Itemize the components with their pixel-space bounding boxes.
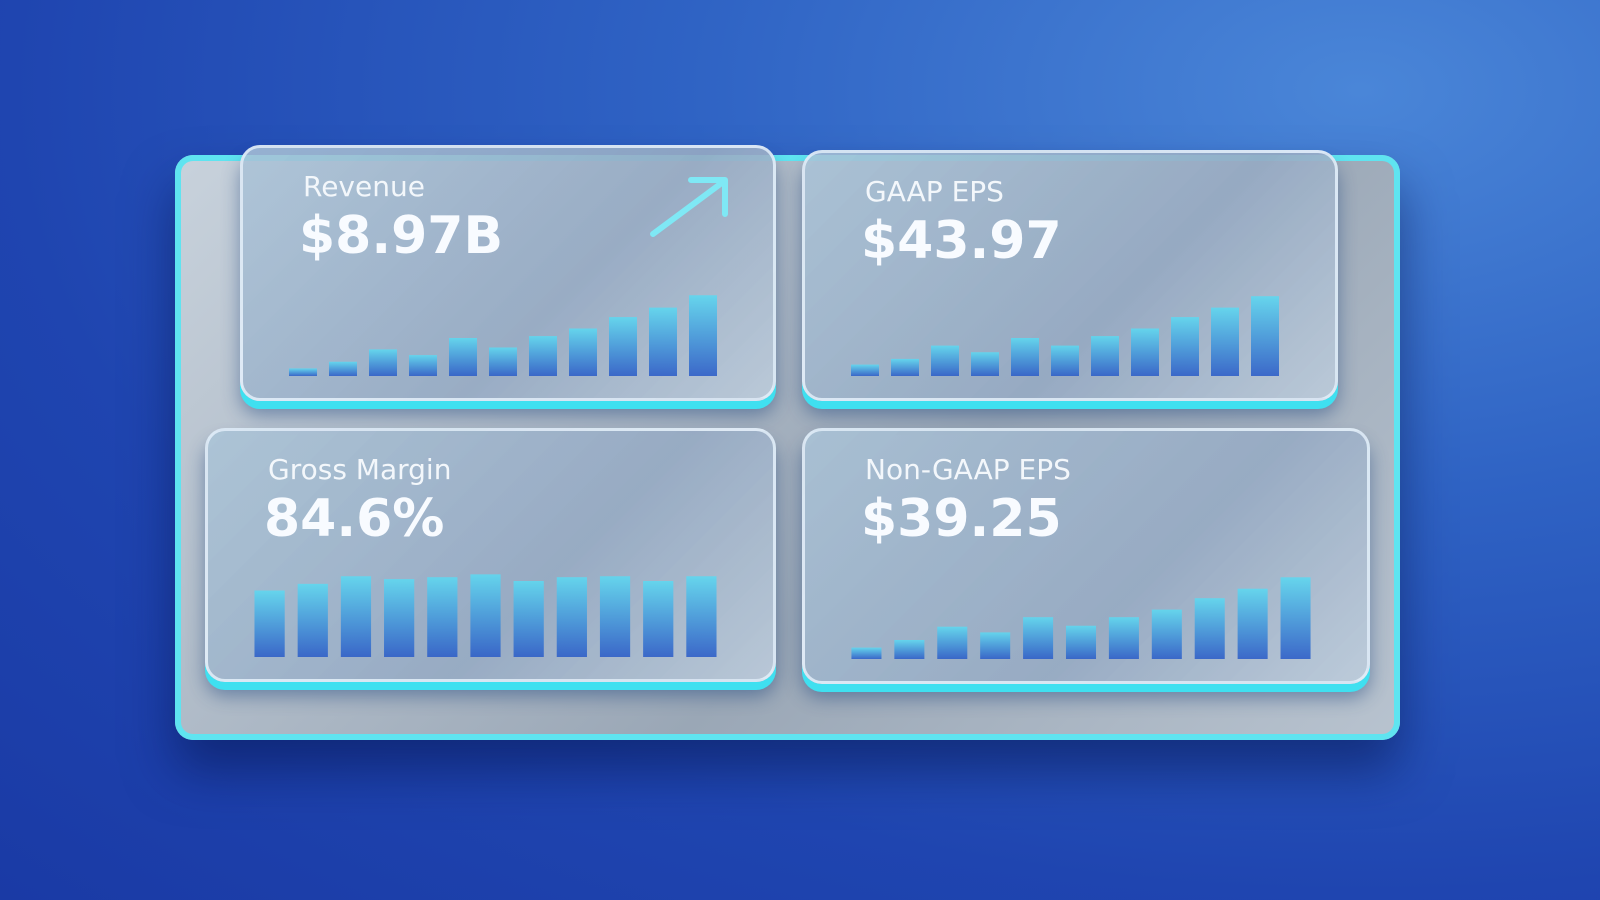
bar (556, 577, 587, 657)
bar (931, 345, 959, 376)
bar (1211, 307, 1239, 376)
bar (529, 336, 557, 376)
bar (980, 632, 1011, 659)
bar (1280, 577, 1311, 659)
kpi-label: GAAP EPS (865, 175, 1004, 208)
bar (1194, 598, 1225, 659)
bar (851, 647, 882, 659)
bar (409, 355, 437, 376)
bar (489, 347, 517, 376)
bar (384, 579, 415, 657)
bar-chart (289, 295, 717, 376)
bar (470, 574, 501, 657)
kpi-value: $43.97 (861, 211, 1062, 271)
bar (289, 368, 317, 376)
bar (851, 364, 879, 376)
bar (1091, 336, 1119, 376)
bar (1023, 617, 1054, 659)
kpi-label: Gross Margin (268, 453, 452, 486)
bar (513, 581, 544, 657)
bar (1131, 328, 1159, 376)
bar (1151, 609, 1182, 659)
kpi-card: Non-GAAP EPS $39.25 (802, 428, 1370, 684)
bar (1237, 588, 1268, 659)
bar (340, 576, 372, 657)
bar (1171, 317, 1199, 376)
kpi-value: $8.97B (299, 206, 504, 266)
bar (643, 581, 674, 657)
bar (937, 626, 968, 659)
kpi-value: $39.25 (861, 489, 1062, 549)
bar (329, 361, 357, 376)
kpi-card: GAAP EPS $43.97 (802, 150, 1338, 401)
trend-arrow-icon (650, 177, 728, 237)
bar (609, 317, 637, 376)
bar (599, 576, 631, 657)
bar (971, 352, 999, 376)
bar (569, 328, 597, 376)
bar (894, 640, 925, 659)
kpi-label: Revenue (303, 170, 425, 203)
bar-chart (851, 296, 1279, 376)
bar (689, 295, 717, 376)
kpi-card: Revenue $8.97B (240, 145, 776, 401)
bar (449, 338, 477, 376)
bar (297, 583, 328, 657)
kpi-card: Gross Margin 84.6% (205, 428, 776, 682)
bar (1051, 345, 1079, 376)
bar (369, 349, 397, 376)
bar (891, 358, 919, 376)
kpi-label: Non-GAAP EPS (865, 453, 1071, 486)
bar (649, 307, 677, 376)
bar (254, 590, 285, 657)
bar (1108, 617, 1139, 659)
bar-chart (254, 574, 717, 657)
bar (686, 576, 717, 657)
bar-chart (851, 577, 1311, 659)
kpi-value: 84.6% (264, 489, 445, 549)
bar (1251, 296, 1279, 376)
bar (1065, 625, 1097, 659)
bar (1011, 338, 1039, 376)
bar (427, 577, 458, 657)
